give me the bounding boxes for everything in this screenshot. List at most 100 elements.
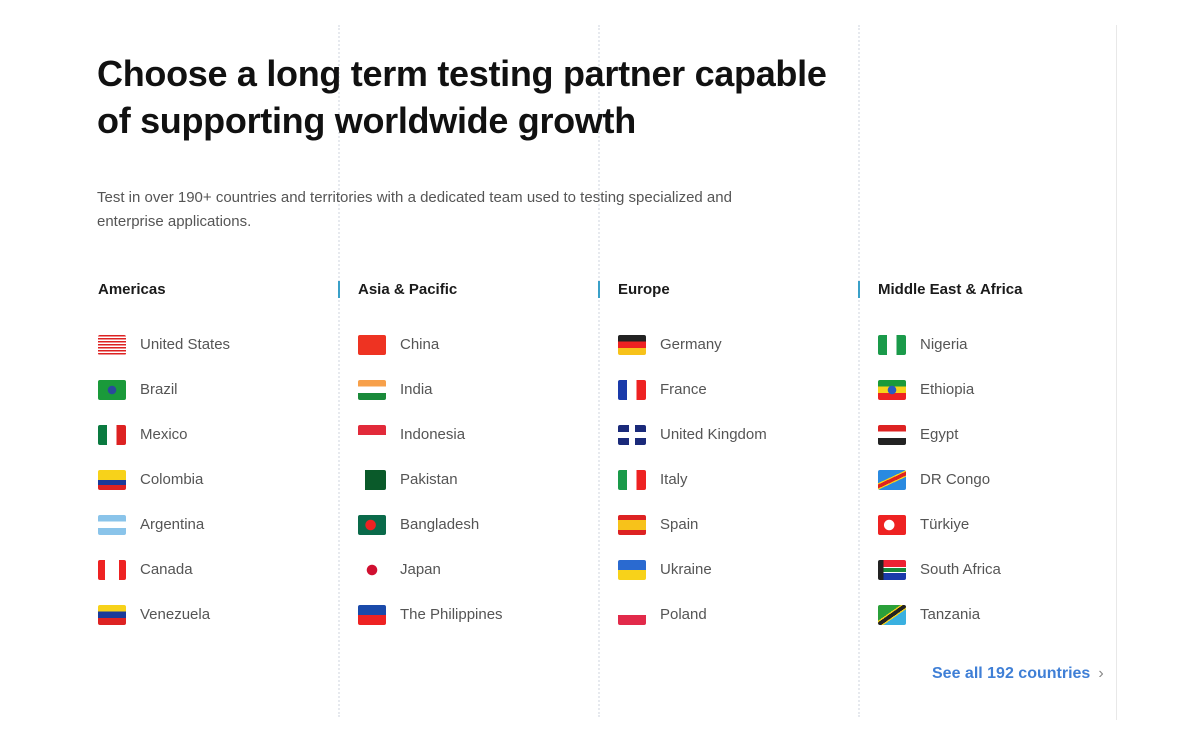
colombia-flag-icon [98, 469, 126, 490]
country-item-dr-congo: DR Congo [878, 457, 1118, 502]
country-name: Poland [660, 606, 707, 623]
country-name: Tanzania [920, 606, 981, 623]
brazil-flag-icon [98, 379, 126, 400]
ukraine-flag-icon [618, 559, 646, 580]
country-name: Bangladesh [400, 516, 480, 533]
country-name: Canada [140, 561, 193, 578]
country-name: China [400, 336, 440, 353]
country-item-united-kingdom: United Kingdom [618, 412, 858, 457]
country-item-indonesia: Indonesia [358, 412, 598, 457]
south-africa-flag-icon [878, 559, 906, 580]
country-item-poland: Poland [618, 592, 858, 637]
divider [338, 25, 340, 717]
country-name: Italy [660, 471, 688, 488]
accent-bar [858, 281, 860, 298]
country-name: Venezuela [140, 606, 211, 623]
country-name: Argentina [140, 516, 205, 533]
canada-flag-icon [98, 559, 126, 580]
country-item-ethiopia: Ethiopia [878, 367, 1118, 412]
country-item-egypt: Egypt [878, 412, 1118, 457]
country-name: Germany [660, 336, 722, 353]
accent-bar [598, 281, 600, 298]
country-item-united-states: United States [98, 322, 338, 367]
country-item-pakistan: Pakistan [358, 457, 598, 502]
country-item-venezuela: Venezuela [98, 592, 338, 637]
country-name: United Kingdom [660, 426, 767, 443]
country-item-canada: Canada [98, 547, 338, 592]
region-heading: Asia & Pacific [338, 280, 598, 300]
country-item-t-rkiye: Türkiye [878, 502, 1118, 547]
country-item-china: China [358, 322, 598, 367]
divider [1116, 25, 1117, 720]
country-name: United States [140, 336, 231, 353]
ethiopia-flag-icon [878, 379, 906, 400]
venezuela-flag-icon [98, 604, 126, 625]
chevron-right-icon: › [1098, 665, 1104, 682]
country-name: Colombia [140, 471, 204, 488]
region-name: Europe [618, 281, 670, 298]
region-column-europe: Europe Germany France United Kingdom Italy Sp… [598, 280, 858, 637]
country-name: France [660, 381, 707, 398]
spain-flag-icon [618, 514, 646, 535]
country-name: Spain [660, 516, 699, 533]
italy-flag-icon [618, 469, 646, 490]
accent-bar [338, 281, 340, 298]
country-item-nigeria: Nigeria [878, 322, 1118, 367]
country-name: Mexico [140, 426, 188, 443]
bangladesh-flag-icon [358, 514, 386, 535]
country-item-india: India [358, 367, 598, 412]
country-name: India [400, 381, 433, 398]
country-item-spain: Spain [618, 502, 858, 547]
egypt-flag-icon [878, 424, 906, 445]
pakistan-flag-icon [358, 469, 386, 490]
country-item-germany: Germany [618, 322, 858, 367]
country-item-south-africa: South Africa [878, 547, 1118, 592]
china-flag-icon [358, 334, 386, 355]
region-heading: Europe [598, 280, 858, 300]
region-heading: Middle East & Africa [858, 280, 1118, 300]
country-item-the-philippines: The Philippines [358, 592, 598, 637]
country-name: The Philippines [400, 606, 503, 623]
france-flag-icon [618, 379, 646, 400]
t-rkiye-flag-icon [878, 514, 906, 535]
nigeria-flag-icon [878, 334, 906, 355]
country-item-italy: Italy [618, 457, 858, 502]
japan-flag-icon [358, 559, 386, 580]
region-column-asia-pacific: Asia & Pacific China India Indonesia Pakista… [338, 280, 598, 637]
argentina-flag-icon [98, 514, 126, 535]
indonesia-flag-icon [358, 424, 386, 445]
the-philippines-flag-icon [358, 604, 386, 625]
country-item-brazil: Brazil [98, 367, 338, 412]
country-name: Ethiopia [920, 381, 975, 398]
region-name: Americas [98, 281, 166, 298]
subtitle: Test in over 190+ countries and territor… [97, 189, 732, 230]
india-flag-icon [358, 379, 386, 400]
region-column-americas: Americas United States Brazil Mexico Colombi… [98, 280, 338, 637]
country-name: South Africa [920, 561, 1001, 578]
country-name: DR Congo [920, 471, 991, 488]
region-name: Asia & Pacific [358, 281, 458, 298]
country-item-colombia: Colombia [98, 457, 338, 502]
region-column-middle-east-africa: Middle East & Africa Nigeria Ethiopia Egypt… [858, 280, 1118, 637]
divider [598, 25, 600, 717]
united-states-flag-icon [98, 334, 126, 355]
country-item-mexico: Mexico [98, 412, 338, 457]
mexico-flag-icon [98, 424, 126, 445]
country-item-japan: Japan [358, 547, 598, 592]
united-kingdom-flag-icon [618, 424, 646, 445]
region-name: Middle East & Africa [878, 281, 1023, 298]
country-item-france: France [618, 367, 858, 412]
country-name: Pakistan [400, 471, 458, 488]
tanzania-flag-icon [878, 604, 906, 625]
germany-flag-icon [618, 334, 646, 355]
page-title: Choose a long term testing partner capab… [97, 53, 827, 141]
country-name: Nigeria [920, 336, 968, 353]
country-name: Türkiye [920, 516, 970, 533]
country-item-tanzania: Tanzania [878, 592, 1118, 637]
see-all-countries-link[interactable]: See all 192 countries › [932, 665, 1104, 683]
region-heading: Americas [98, 280, 338, 300]
country-name: Japan [400, 561, 441, 578]
dr-congo-flag-icon [878, 469, 906, 490]
country-name: Indonesia [400, 426, 466, 443]
